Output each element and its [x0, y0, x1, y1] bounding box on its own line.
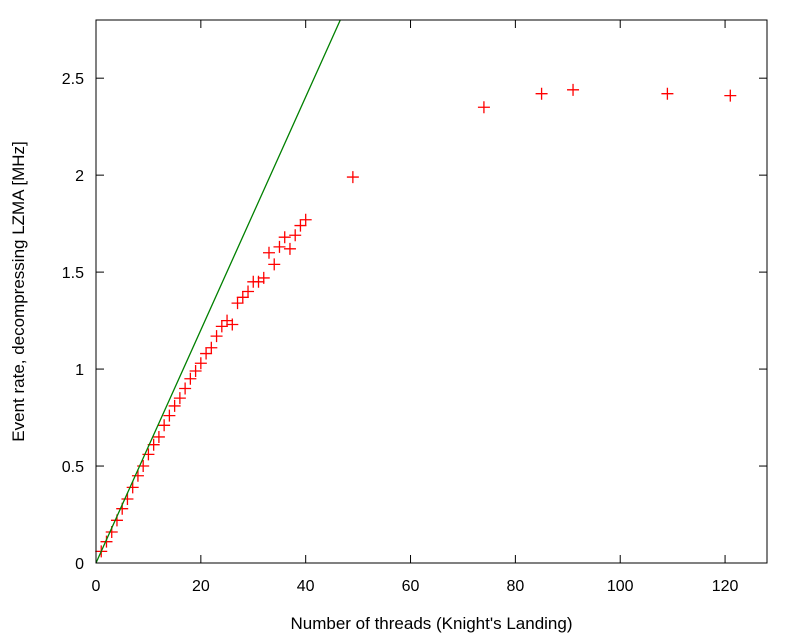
- plot-frame: [95, 19, 768, 564]
- data-point: [346, 171, 359, 184]
- y-tick-label: 2.5: [62, 71, 84, 88]
- data-point: [477, 101, 490, 114]
- series-layer: [95, 19, 737, 564]
- data-point: [194, 357, 207, 370]
- axis-tick-labels: 0 20 40 60 80 100 120 0 0.5 1 1.5 2 2.5: [62, 71, 739, 595]
- data-point: [294, 219, 307, 232]
- reference-line-series: [95, 19, 341, 564]
- y-tick-label: 2: [75, 168, 84, 185]
- y-tick-label: 0: [75, 556, 84, 573]
- data-point: [724, 89, 737, 102]
- x-tick-label: 0: [92, 578, 101, 595]
- data-point: [179, 382, 192, 395]
- x-axis-title: Number of threads (Knight's Landing): [290, 614, 572, 633]
- data-point: [205, 341, 218, 354]
- data-point: [189, 365, 202, 378]
- data-point: [200, 347, 213, 360]
- reference-line: [95, 19, 341, 564]
- data-point: [163, 409, 176, 422]
- data-point: [184, 372, 197, 385]
- data-point: [121, 493, 134, 506]
- data-point: [257, 271, 270, 284]
- x-tick-label: 120: [712, 578, 739, 595]
- data-point: [262, 246, 275, 259]
- data-point: [236, 291, 249, 304]
- data-point: [283, 242, 296, 255]
- data-point: [226, 318, 239, 331]
- scatter-series: [95, 83, 737, 558]
- data-point: [158, 419, 171, 432]
- data-point: [173, 392, 186, 405]
- data-point: [210, 330, 223, 343]
- data-point: [168, 399, 181, 412]
- axis-ticks: [95, 20, 767, 564]
- data-point: [289, 229, 302, 242]
- x-tick-label: 100: [607, 578, 634, 595]
- x-tick-label: 60: [402, 578, 420, 595]
- data-point: [215, 320, 228, 333]
- data-point: [278, 231, 291, 244]
- y-tick-label: 1.5: [62, 265, 84, 282]
- y-axis-title: Event rate, decompressing LZMA [MHz]: [9, 141, 28, 441]
- data-point: [152, 430, 165, 443]
- data-point: [299, 213, 312, 226]
- data-point: [126, 481, 139, 494]
- y-tick-label: 1: [75, 362, 84, 379]
- data-point: [242, 285, 255, 298]
- x-tick-label: 20: [192, 578, 210, 595]
- data-point: [131, 469, 144, 482]
- y-tick-label: 0.5: [62, 459, 84, 476]
- data-point: [100, 535, 113, 548]
- data-point: [535, 87, 548, 100]
- data-point: [567, 83, 580, 96]
- data-point: [661, 87, 674, 100]
- data-point: [273, 240, 286, 253]
- x-tick-label: 40: [297, 578, 315, 595]
- data-point: [231, 297, 244, 310]
- data-point: [268, 258, 281, 271]
- x-tick-label: 80: [506, 578, 524, 595]
